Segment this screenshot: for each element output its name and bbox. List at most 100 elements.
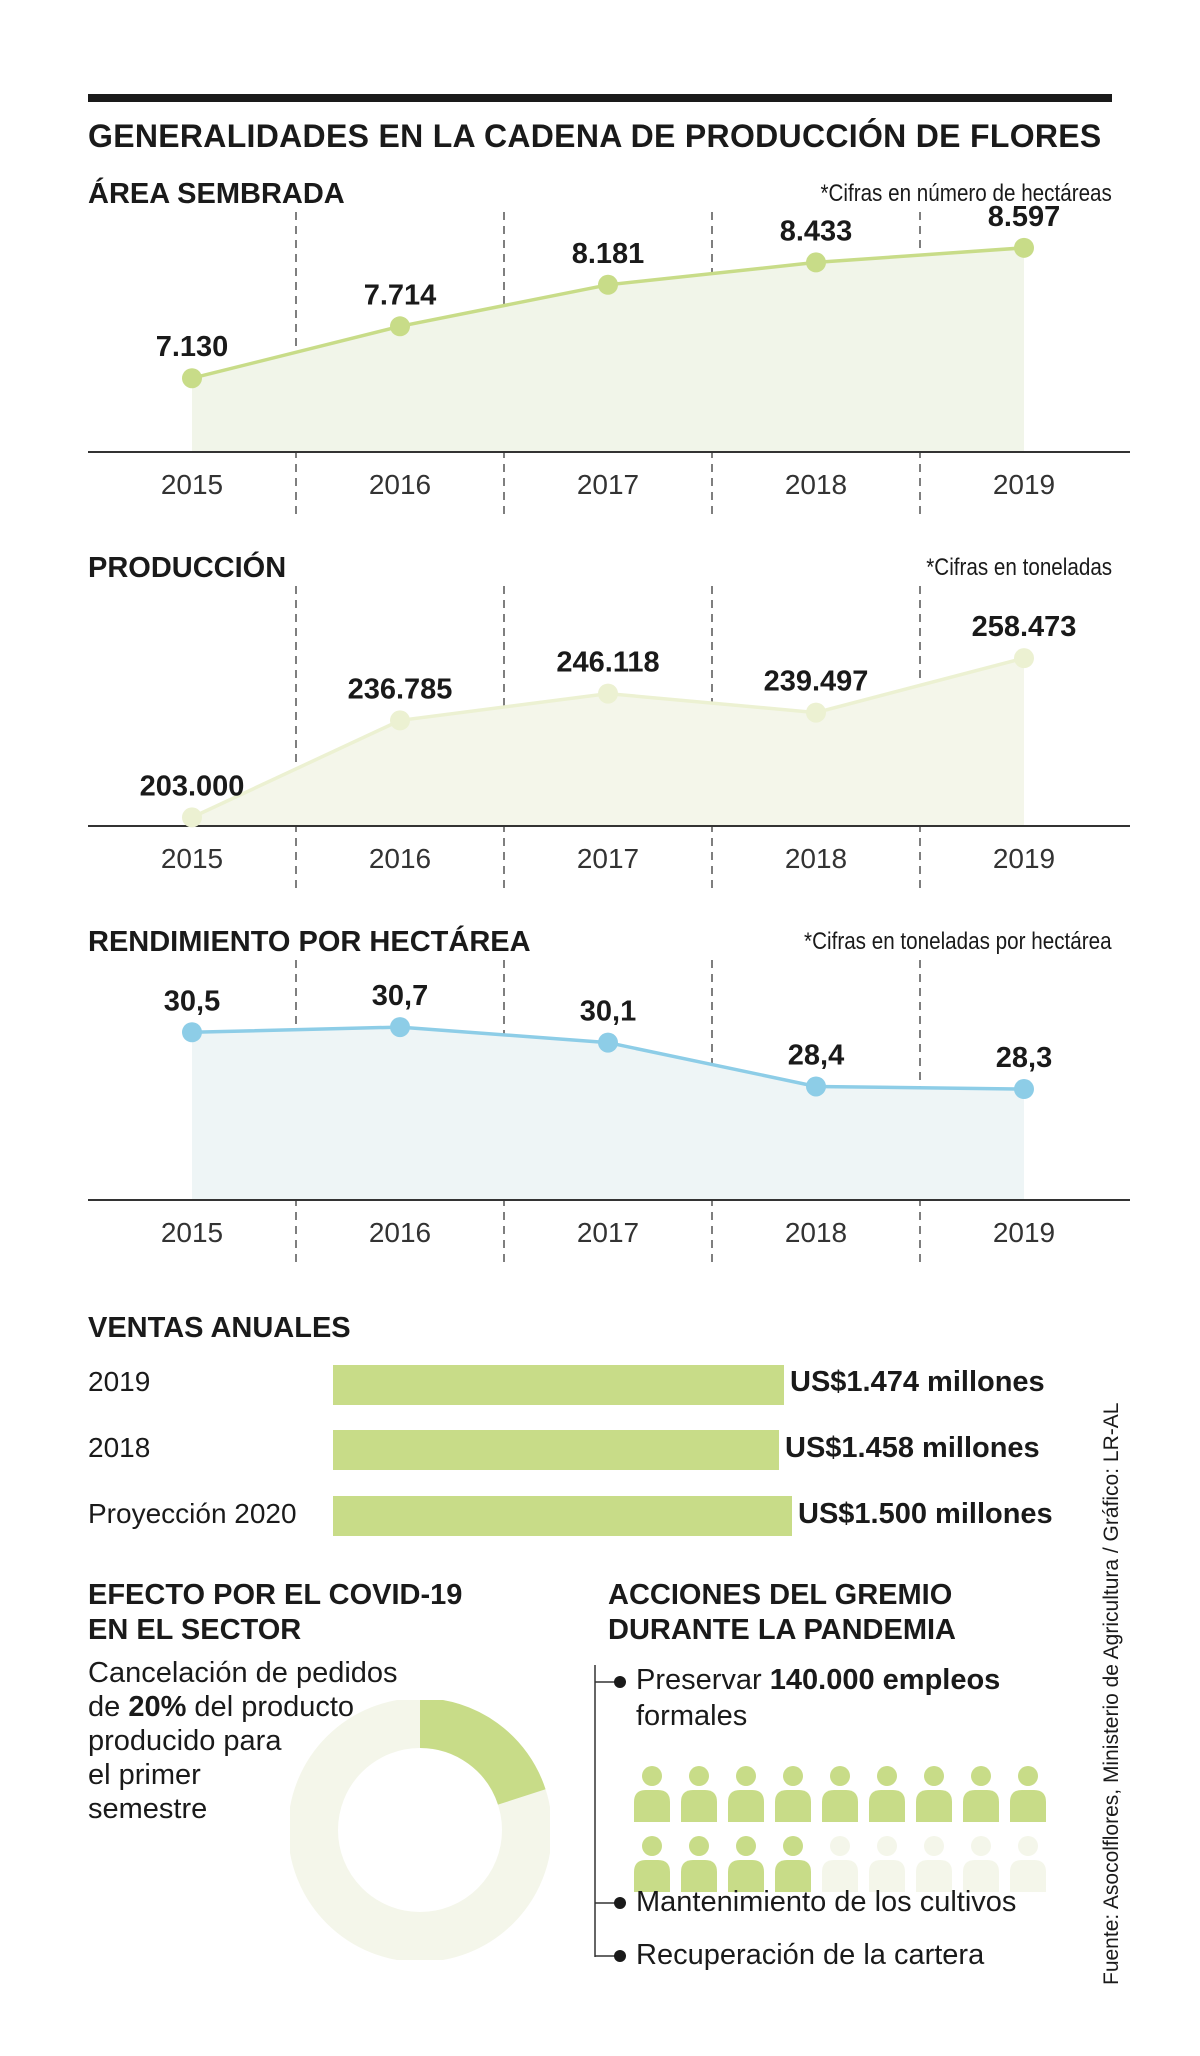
person-icon — [775, 1836, 811, 1892]
covid-title: EFECTO POR EL COVID-19 EN EL SECTOR — [88, 1578, 462, 1648]
area-point-2018 — [806, 252, 826, 273]
produccion-tick-2019: 2019 — [993, 843, 1055, 874]
covid-text-pre: de — [88, 1691, 129, 1723]
covid-percent: 20% — [128, 1691, 187, 1723]
person-icon — [963, 1836, 999, 1892]
covid-title-line1: EFECTO POR EL COVID-19 — [88, 1579, 463, 1611]
covid-text-line4: el primer — [88, 1759, 201, 1791]
acciones-title: ACCIONES DEL GREMIO DURANTE LA PANDEMIA — [608, 1578, 956, 1648]
area-title: ÁREA SEMBRADA — [88, 178, 345, 210]
rendimiento-point-2015 — [182, 1022, 202, 1043]
produccion-tick-2016: 2016 — [369, 843, 431, 874]
main-title: GENERALIDADES EN LA CADENA DE PRODUCCIÓN… — [88, 118, 1102, 154]
area-value-label-2019: 8.597 — [988, 201, 1061, 233]
covid-text-post: del producto — [186, 1691, 355, 1723]
accion-empleos-bold: 140.000 empleos — [769, 1664, 1001, 1696]
produccion-value-label-2015: 203.000 — [140, 770, 245, 802]
accion-cultivos: Mantenimiento de los cultivos — [636, 1886, 1017, 1918]
area-note: *Cifras en número de hectáreas — [820, 180, 1112, 207]
accion-cartera: Recuperación de la cartera — [636, 1939, 985, 1971]
person-icon — [869, 1836, 905, 1892]
area-value-label-2015: 7.130 — [156, 331, 229, 363]
produccion-value-label-2019: 258.473 — [972, 611, 1077, 643]
produccion-point-2019 — [1014, 648, 1034, 669]
bullet-dot-3 — [614, 1950, 626, 1962]
rendimiento-value-label-2016: 30,7 — [372, 980, 428, 1012]
rendimiento-area-fill — [192, 1027, 1024, 1200]
ventas-bar-2018 — [333, 1430, 779, 1470]
rendimiento-tick-2019: 2019 — [993, 1217, 1055, 1248]
ventas-bar-2020 — [333, 1496, 792, 1536]
area-area-fill — [192, 247, 1024, 452]
rendimiento-chart: 30,5 2015 30,7 2016 30,1 2017 28,4 2018 28,3 2019 — [88, 960, 1130, 1268]
person-icon — [775, 1766, 811, 1822]
area-value-label-2016: 7.714 — [364, 279, 437, 311]
people-icons — [634, 1766, 1046, 1892]
accion-empleos: Preservar 140.000 empleos — [636, 1664, 1000, 1697]
acciones-title-line1: ACCIONES DEL GREMIO — [608, 1579, 953, 1611]
covid-text-line5: semestre — [88, 1793, 208, 1825]
area-value-label-2018: 8.433 — [780, 215, 853, 247]
person-icon — [634, 1766, 670, 1822]
area-point-2017 — [598, 274, 618, 295]
rendimiento-point-2016 — [390, 1017, 410, 1038]
person-icon — [1010, 1836, 1046, 1892]
person-icon — [1010, 1766, 1046, 1822]
ventas-value-2019: US$1.474 millones — [790, 1366, 1045, 1398]
ventas-label-2018: 2018 — [88, 1432, 151, 1463]
person-icon — [963, 1766, 999, 1822]
source-credit: Fuente: Asocolflores, Ministerio de Agri… — [1100, 1402, 1123, 1985]
rendimiento-tick-2016: 2016 — [369, 1217, 431, 1248]
covid-title-line2: EN EL SECTOR — [88, 1614, 302, 1646]
rendimiento-value-label-2015: 30,5 — [164, 985, 220, 1017]
area-point-2015 — [182, 368, 202, 389]
area-tick-2015: 2015 — [161, 469, 223, 500]
area-point-2016 — [390, 316, 410, 337]
covid-donut — [290, 1700, 550, 1960]
person-icon — [681, 1836, 717, 1892]
area-tick-2016: 2016 — [369, 469, 431, 500]
rendimiento-value-label-2017: 30,1 — [580, 996, 636, 1028]
rendimiento-note: *Cifras en toneladas por hectárea — [804, 928, 1112, 955]
person-icon — [822, 1766, 858, 1822]
top-rule — [88, 94, 1112, 102]
person-icon — [728, 1766, 764, 1822]
produccion-title: PRODUCCIÓN — [88, 552, 287, 584]
produccion-point-2015 — [182, 807, 202, 828]
rendimiento-tick-2017: 2017 — [577, 1217, 639, 1248]
covid-text-line1: Cancelación de pedidos — [88, 1657, 398, 1689]
line-charts: 7.130 2015 7.714 2016 8.181 2017 8.433 2018 8.59… — [88, 201, 1130, 1268]
ventas-value-2020: US$1.500 millones — [798, 1498, 1053, 1530]
accion-empleos-line2: formales — [636, 1700, 748, 1732]
person-icon — [916, 1766, 952, 1822]
produccion-value-label-2018: 239.497 — [764, 666, 869, 698]
produccion-tick-2018: 2018 — [785, 843, 847, 874]
rendimiento-tick-2018: 2018 — [785, 1217, 847, 1248]
rendimiento-point-2018 — [806, 1076, 826, 1097]
produccion-point-2016 — [390, 710, 410, 731]
rendimiento-value-label-2019: 28,3 — [996, 1042, 1052, 1074]
produccion-point-2018 — [806, 702, 826, 723]
rendimiento-value-label-2018: 28,4 — [788, 1039, 844, 1071]
produccion-value-label-2017: 246.118 — [556, 647, 659, 679]
acciones-connector — [594, 1665, 626, 1962]
rendimiento-point-2019 — [1014, 1079, 1034, 1100]
area-tick-2018: 2018 — [785, 469, 847, 500]
ventas-bar-2019 — [333, 1365, 784, 1405]
ventas-value-2018: US$1.458 millones — [785, 1432, 1040, 1464]
accion-empleos-pre: Preservar — [636, 1664, 770, 1696]
covid-text: Cancelación de pedidos de 20% del produc… — [88, 1656, 398, 1826]
produccion-value-label-2016: 236.785 — [348, 673, 453, 705]
bullet-dot-1 — [614, 1676, 626, 1688]
area-tick-2017: 2017 — [577, 469, 639, 500]
acciones-title-line2: DURANTE LA PANDEMIA — [608, 1614, 956, 1646]
covid-text-line3: producido para — [88, 1725, 282, 1757]
person-icon — [728, 1836, 764, 1892]
person-icon — [634, 1836, 670, 1892]
area-tick-2019: 2019 — [993, 469, 1055, 500]
rendimiento-title: RENDIMIENTO POR HECTÁREA — [88, 926, 531, 958]
person-icon — [869, 1766, 905, 1822]
produccion-tick-2017: 2017 — [577, 843, 639, 874]
produccion-tick-2015: 2015 — [161, 843, 223, 874]
rendimiento-point-2017 — [598, 1032, 618, 1053]
